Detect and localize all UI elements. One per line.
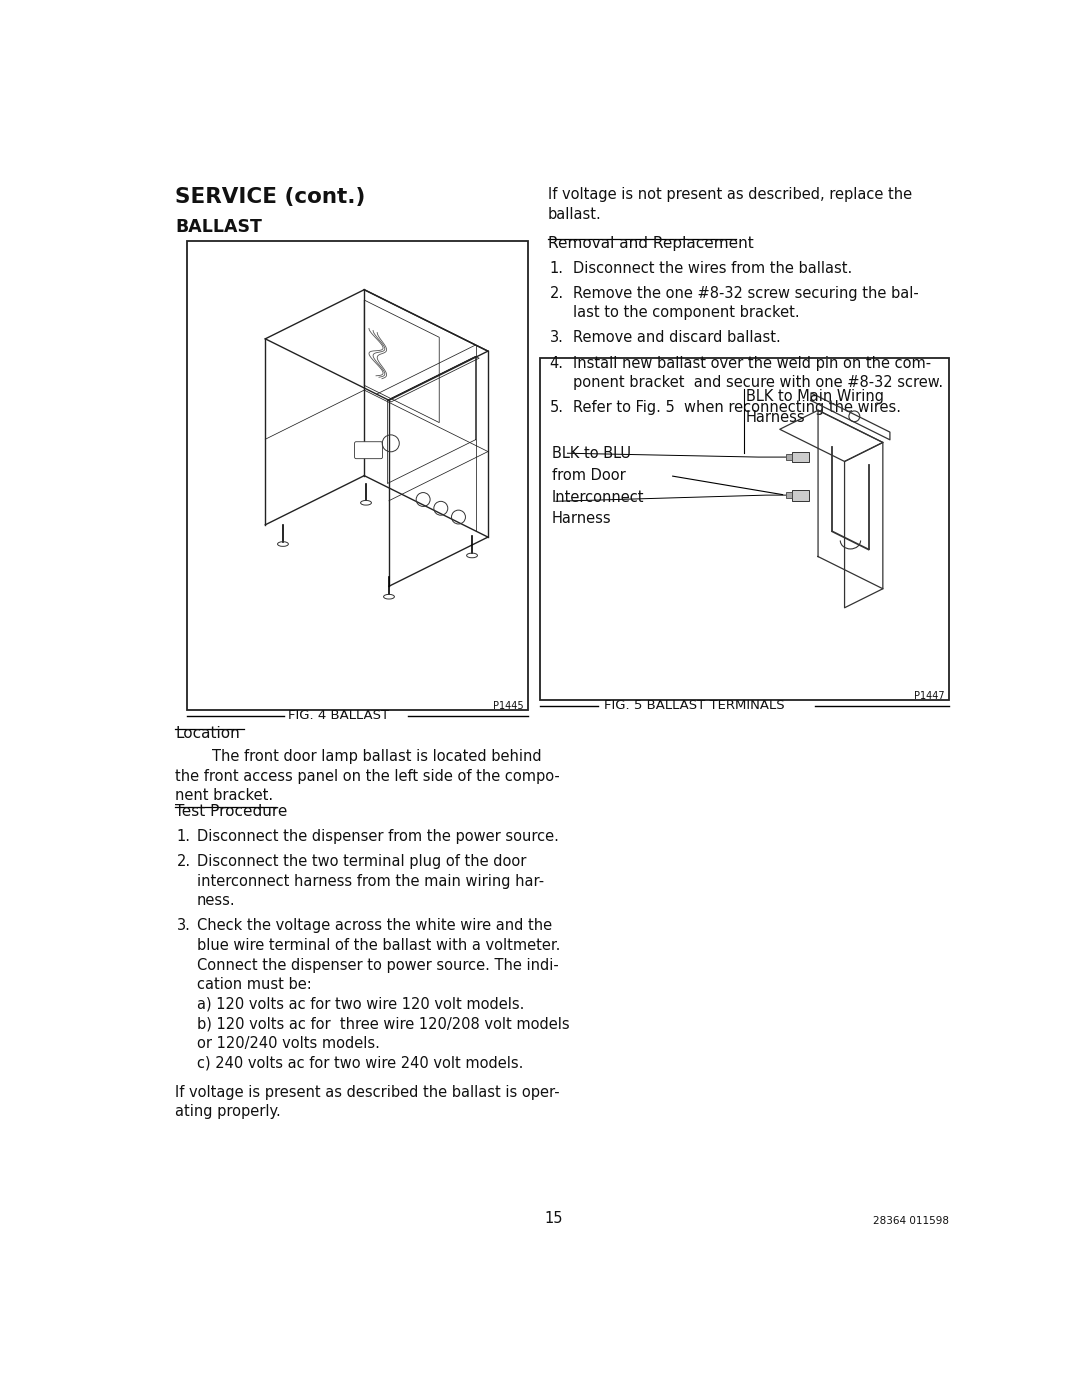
Text: If voltage is present as described the ballast is oper-: If voltage is present as described the b… — [175, 1084, 559, 1099]
Text: interconnect harness from the main wiring har-: interconnect harness from the main wirin… — [197, 873, 544, 888]
Text: blue wire terminal of the ballast with a voltmeter.: blue wire terminal of the ballast with a… — [197, 937, 561, 953]
Text: last to the component bracket.: last to the component bracket. — [572, 306, 799, 320]
Text: ponent bracket  and secure with one #8-32 screw.: ponent bracket and secure with one #8-32… — [572, 376, 943, 390]
Text: BLK to Main Wiring
Harness: BLK to Main Wiring Harness — [745, 388, 883, 425]
Text: ballast.: ballast. — [548, 207, 602, 222]
Text: Disconnect the dispenser from the power source.: Disconnect the dispenser from the power … — [197, 828, 558, 844]
Text: 28364 011598: 28364 011598 — [873, 1217, 948, 1227]
Text: 1.: 1. — [550, 261, 564, 275]
Text: ating properly.: ating properly. — [175, 1105, 281, 1119]
Text: 3.: 3. — [550, 331, 564, 345]
FancyBboxPatch shape — [354, 441, 382, 458]
Text: b) 120 volts ac for  three wire 120/208 volt models: b) 120 volts ac for three wire 120/208 v… — [197, 1017, 569, 1031]
Text: 1.: 1. — [177, 828, 191, 844]
Text: the front access panel on the left side of the compo-: the front access panel on the left side … — [175, 768, 561, 784]
Text: The front door lamp ballast is located behind: The front door lamp ballast is located b… — [175, 749, 542, 764]
Text: Location: Location — [175, 726, 240, 740]
Text: FIG. 5 BALLAST TERMINALS: FIG. 5 BALLAST TERMINALS — [604, 698, 784, 711]
Text: 5.: 5. — [550, 400, 564, 415]
Text: Disconnect the two terminal plug of the door: Disconnect the two terminal plug of the … — [197, 854, 526, 869]
Text: P1445: P1445 — [494, 701, 524, 711]
FancyBboxPatch shape — [785, 492, 793, 497]
Text: P1447: P1447 — [915, 692, 945, 701]
Text: or 120/240 volts models.: or 120/240 volts models. — [197, 1037, 380, 1051]
Bar — [540, 358, 948, 700]
Text: Remove the one #8-32 screw securing the bal-: Remove the one #8-32 screw securing the … — [572, 286, 919, 300]
Text: 2.: 2. — [550, 286, 564, 300]
Text: Refer to Fig. 5  when reconnecting the wires.: Refer to Fig. 5 when reconnecting the wi… — [572, 400, 901, 415]
Text: SERVICE (cont.): SERVICE (cont.) — [175, 187, 366, 207]
Text: BALLAST: BALLAST — [175, 218, 262, 236]
Text: Test Procedure: Test Procedure — [175, 805, 287, 820]
Text: c) 240 volts ac for two wire 240 volt models.: c) 240 volts ac for two wire 240 volt mo… — [197, 1056, 524, 1071]
Text: 3.: 3. — [177, 918, 191, 933]
Text: BLK to BLU
from Door
Interconnect
Harness: BLK to BLU from Door Interconnect Harnes… — [552, 447, 645, 527]
Text: Install new ballast over the weld pin on the com-: Install new ballast over the weld pin on… — [572, 355, 931, 370]
Text: cation must be:: cation must be: — [197, 978, 312, 992]
Text: 4.: 4. — [550, 355, 564, 370]
Bar — [187, 240, 528, 711]
Text: ness.: ness. — [197, 893, 235, 908]
Text: nent bracket.: nent bracket. — [175, 788, 273, 803]
Text: If voltage is not present as described, replace the: If voltage is not present as described, … — [548, 187, 913, 203]
Text: Connect the dispenser to power source. The indi-: Connect the dispenser to power source. T… — [197, 958, 558, 972]
Text: 15: 15 — [544, 1211, 563, 1227]
Text: 2.: 2. — [177, 854, 191, 869]
Text: Disconnect the wires from the ballast.: Disconnect the wires from the ballast. — [572, 261, 852, 275]
Text: a) 120 volts ac for two wire 120 volt models.: a) 120 volts ac for two wire 120 volt mo… — [197, 997, 525, 1011]
FancyBboxPatch shape — [792, 451, 809, 462]
Text: Check the voltage across the white wire and the: Check the voltage across the white wire … — [197, 918, 552, 933]
FancyBboxPatch shape — [785, 454, 793, 460]
Text: FIG. 4 BALLAST: FIG. 4 BALLAST — [287, 708, 389, 722]
Text: Remove and discard ballast.: Remove and discard ballast. — [572, 331, 781, 345]
FancyBboxPatch shape — [792, 490, 809, 500]
Text: Removal and Replacement: Removal and Replacement — [548, 236, 754, 251]
